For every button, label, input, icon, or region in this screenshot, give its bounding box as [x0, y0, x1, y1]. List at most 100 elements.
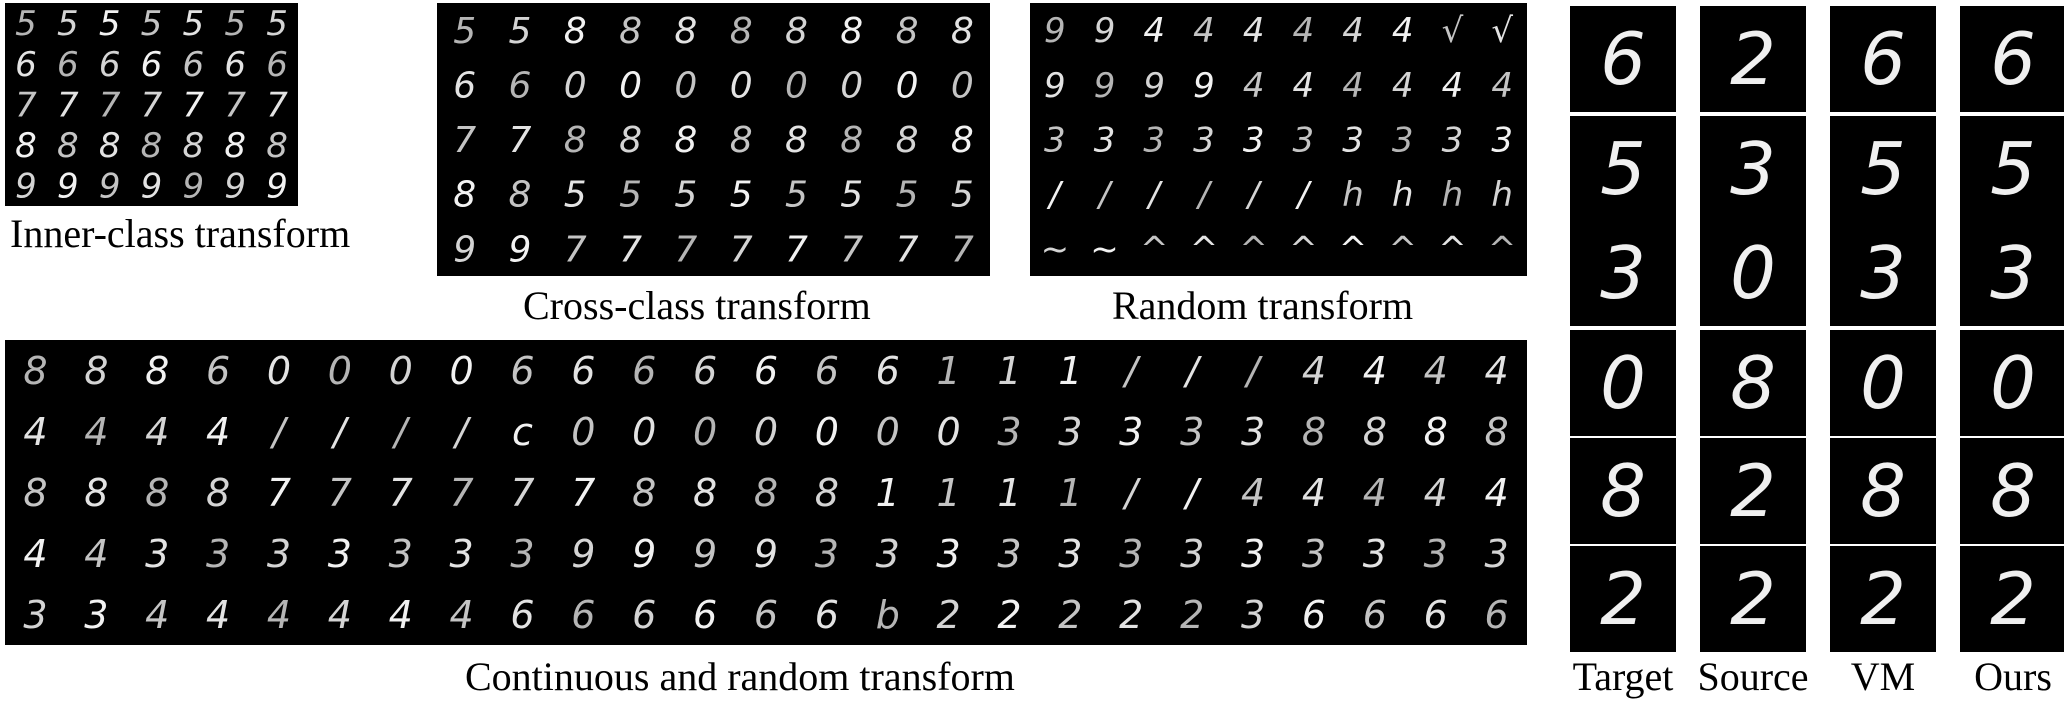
digit-glyph: 9	[1094, 66, 1116, 106]
digit-glyph: 5	[840, 175, 863, 216]
digit-glyph: 5	[453, 11, 476, 52]
digit-glyph: 6	[815, 593, 839, 637]
comparison-tile: 0	[1830, 330, 1936, 436]
digit-glyph: 9	[1044, 11, 1066, 51]
comparison-tile: 8	[1960, 438, 2064, 544]
digit-glyph: 6	[1363, 593, 1387, 637]
digit-glyph: /	[1146, 175, 1164, 215]
digit-glyph: 5	[266, 4, 288, 44]
digit-glyph: 8	[23, 471, 47, 515]
comparison-tile: 8	[1830, 438, 1936, 544]
digit-glyph: /	[452, 410, 472, 454]
digit-glyph: 7	[183, 85, 205, 125]
digit-glyph: 3	[450, 532, 474, 576]
comparison-tile: 3	[1700, 116, 1806, 222]
digit-glyph: 0	[619, 66, 642, 107]
digit-glyph: 8	[1363, 410, 1387, 454]
digit-glyph: 6	[141, 45, 163, 85]
digit-glyph: 4	[1193, 11, 1215, 51]
digit-glyph: ^	[1389, 230, 1418, 270]
comparison-digit-svg: 2	[1730, 17, 1776, 101]
digit-glyph: 8	[1484, 410, 1508, 454]
comparison-digit-svg: 8	[1600, 449, 1646, 533]
comparison-tile: 2	[1700, 546, 1806, 652]
digit-glyph: 3	[1119, 532, 1143, 576]
comparison-digit: 0	[1990, 341, 2036, 425]
digit-glyph: 6	[1484, 593, 1508, 637]
digit-glyph: 3	[1058, 410, 1082, 454]
digit-glyph: 8	[145, 349, 169, 393]
comparison-tile: 0	[1700, 220, 1806, 326]
digit-glyph: 4	[1484, 471, 1508, 515]
comparison-digit: 6	[1600, 17, 1646, 101]
comparison-digit: 8	[1600, 449, 1646, 533]
continuous-panel: 8 8 8 6 0 0 0 0 6 6 6 6 6 6 6 1 1 1///4 4 4 4 4 4 4 4// / / c 0 0 0 0 0 0…	[5, 340, 1527, 645]
digit-glyph: 4	[145, 410, 169, 454]
digit-glyph: 4	[328, 593, 352, 637]
digit-glyph: 6	[754, 349, 778, 393]
digit-glyph: 7	[564, 229, 587, 270]
digit-glyph: 4	[1442, 66, 1464, 106]
comparison-digit: 6	[1990, 17, 2036, 101]
comparison-tile: 6	[1830, 6, 1936, 112]
digit-glyph: ^	[1488, 230, 1517, 270]
comparison-digit: 8	[1990, 449, 2036, 533]
continuous-digit-grid: 8 8 8 6 0 0 0 0 6 6 6 6 6 6 6 1 1 1///4 4 4 44 4 4 4// / / c 0 0 0 0 0 0…	[23, 349, 1508, 637]
digit-glyph: 0	[693, 410, 717, 454]
digit-glyph: 6	[1424, 593, 1448, 637]
comparison-tile: 2	[1700, 6, 1806, 112]
digit-glyph: 9	[754, 532, 778, 576]
comparison-digit-svg: 8	[1860, 449, 1906, 533]
digit-glyph: 4	[1484, 349, 1508, 393]
digit-glyph: 3	[1241, 593, 1265, 637]
digit-glyph: 8	[564, 120, 587, 161]
digit-glyph: 8	[619, 120, 642, 161]
digit-glyph: 2	[1119, 593, 1143, 637]
comparison-digit-svg: 2	[1600, 557, 1646, 641]
inner-class-digit-grid: 5 5 5 5 5 5 56 6 6 6 6 6 67 7 7 7 7 7 78 8 8 8 8 8 89 9 9 9 9 9 9	[15, 4, 288, 206]
digit-glyph: 3	[145, 532, 169, 576]
digit-glyph: 3	[1484, 532, 1508, 576]
digit-glyph: 7	[571, 471, 595, 515]
digit-glyph: 6	[571, 349, 595, 393]
digit-glyph: 8	[674, 120, 697, 161]
random-panel: 9 9 4 4 4 4 4 4 √ √ 9 9 9 9 4 4 4 4 4 4 3 3 3 3 3 3 3 3 3 3// / / / / h h h h…	[1030, 3, 1527, 276]
digit-glyph: 3	[23, 593, 47, 637]
comparison-tile: 5	[1960, 116, 2064, 222]
digit-glyph: 4	[206, 593, 230, 637]
digit-glyph: 9	[632, 532, 656, 576]
comparison-digit-svg: 2	[1730, 449, 1776, 533]
digit-glyph: 0	[267, 349, 291, 393]
digit-glyph: 8	[840, 11, 863, 52]
digit-glyph: 6	[266, 45, 288, 85]
digit-glyph: 3	[1424, 532, 1448, 576]
digit-glyph: 3	[876, 532, 900, 576]
comparison-digit-svg: 8	[1990, 449, 2036, 533]
comparison-tile: 5	[1570, 116, 1676, 222]
digit-glyph: 0	[951, 66, 974, 107]
digit-glyph: 8	[785, 120, 808, 161]
digit-glyph: 5	[674, 175, 697, 216]
digit-glyph: 8	[145, 471, 169, 515]
digit-glyph: 6	[1302, 593, 1326, 637]
digit-glyph: 8	[619, 11, 642, 52]
digit-glyph: 8	[632, 471, 656, 515]
digit-glyph: 0	[328, 349, 352, 393]
digit-glyph: 8	[141, 126, 163, 166]
digit-glyph: 5	[619, 175, 642, 216]
digit-glyph: 5	[785, 175, 808, 216]
digit-glyph: 6	[57, 45, 79, 85]
digit-glyph: 3	[1363, 532, 1387, 576]
digit-glyph: 3	[937, 532, 961, 576]
comparison-digit: 0	[1730, 231, 1776, 315]
digit-glyph: 4	[1243, 11, 1265, 51]
digit-glyph: 5	[951, 175, 974, 216]
digit-glyph: 8	[896, 11, 919, 52]
digit-glyph: 3	[1180, 410, 1204, 454]
digit-glyph: 9	[141, 167, 163, 206]
digit-glyph: 4	[1342, 66, 1364, 106]
digit-glyph: 8	[674, 11, 697, 52]
digit-glyph: 4	[1424, 349, 1448, 393]
digit-glyph: 3	[267, 532, 291, 576]
digit-glyph: 3	[997, 532, 1021, 576]
